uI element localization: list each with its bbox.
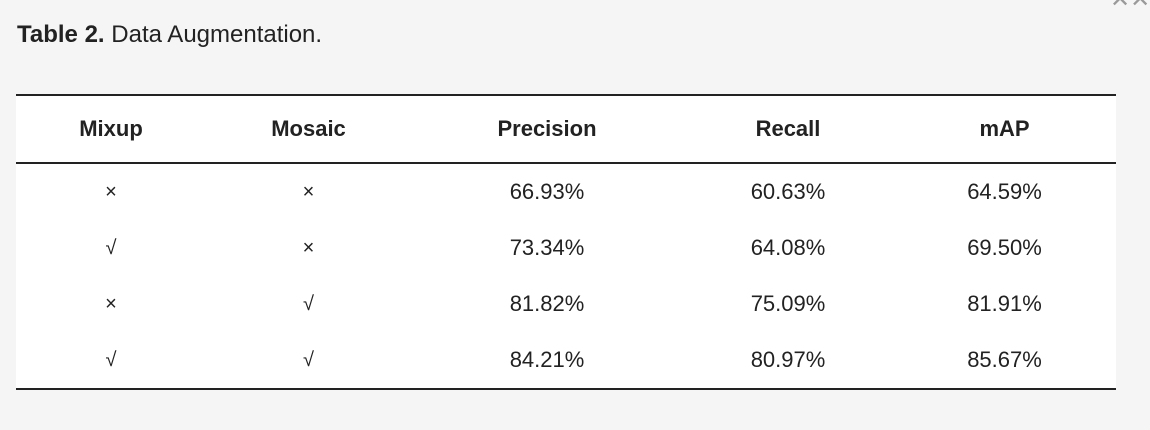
cell-mosaic: × [302, 180, 315, 203]
header-mixup: Mixup [79, 116, 143, 141]
cell-mixup: × [105, 180, 117, 203]
cell-precision: 81.82% [509, 291, 585, 316]
table-row: √ √ 84.21% 80.97% 85.67% [16, 332, 1116, 389]
table-header-row: Mixup Mosaic Precision Recall mAP [16, 95, 1116, 163]
cell-mosaic: × [302, 236, 315, 259]
cell-map: 85.67% [967, 347, 1042, 372]
cell-mixup: √ [105, 236, 117, 259]
table-row: √ × 73.34% 64.08% 69.50% [16, 220, 1116, 276]
data-table-container: Mixup Mosaic Precision Recall mAP × × 66… [16, 94, 1116, 390]
caption-label: Table 2. [17, 21, 105, 48]
cell-recall: 60.63% [750, 179, 826, 204]
data-table: Mixup Mosaic Precision Recall mAP × × 66… [16, 94, 1116, 390]
cell-recall: 80.97% [750, 347, 826, 372]
header-map: mAP [979, 116, 1030, 141]
cell-mixup: √ [105, 348, 117, 371]
cell-map: 81.91% [967, 291, 1042, 316]
cell-precision: 66.93% [509, 179, 585, 204]
cell-mixup: × [105, 292, 117, 315]
table-row: × √ 81.82% 75.09% 81.91% [16, 276, 1116, 332]
table-row: × × 66.93% 60.63% 64.59% [16, 163, 1116, 220]
cell-map: 64.59% [967, 179, 1042, 204]
cell-recall: 64.08% [750, 235, 826, 260]
cell-mosaic: √ [303, 348, 314, 371]
caption-title: Data Augmentation. [111, 21, 323, 48]
header-precision: Precision [497, 116, 597, 141]
header-recall: Recall [755, 116, 821, 141]
cell-precision: 84.21% [509, 347, 585, 372]
cell-precision: 73.34% [509, 235, 585, 260]
cell-mosaic: √ [303, 292, 314, 315]
table-caption: Table 2. Data Augmentation. [17, 20, 322, 50]
cell-recall: 75.09% [750, 291, 826, 316]
close-icon[interactable]: ✕✕ [1110, 0, 1150, 8]
cell-map: 69.50% [967, 235, 1042, 260]
header-mosaic: Mosaic [271, 116, 346, 141]
